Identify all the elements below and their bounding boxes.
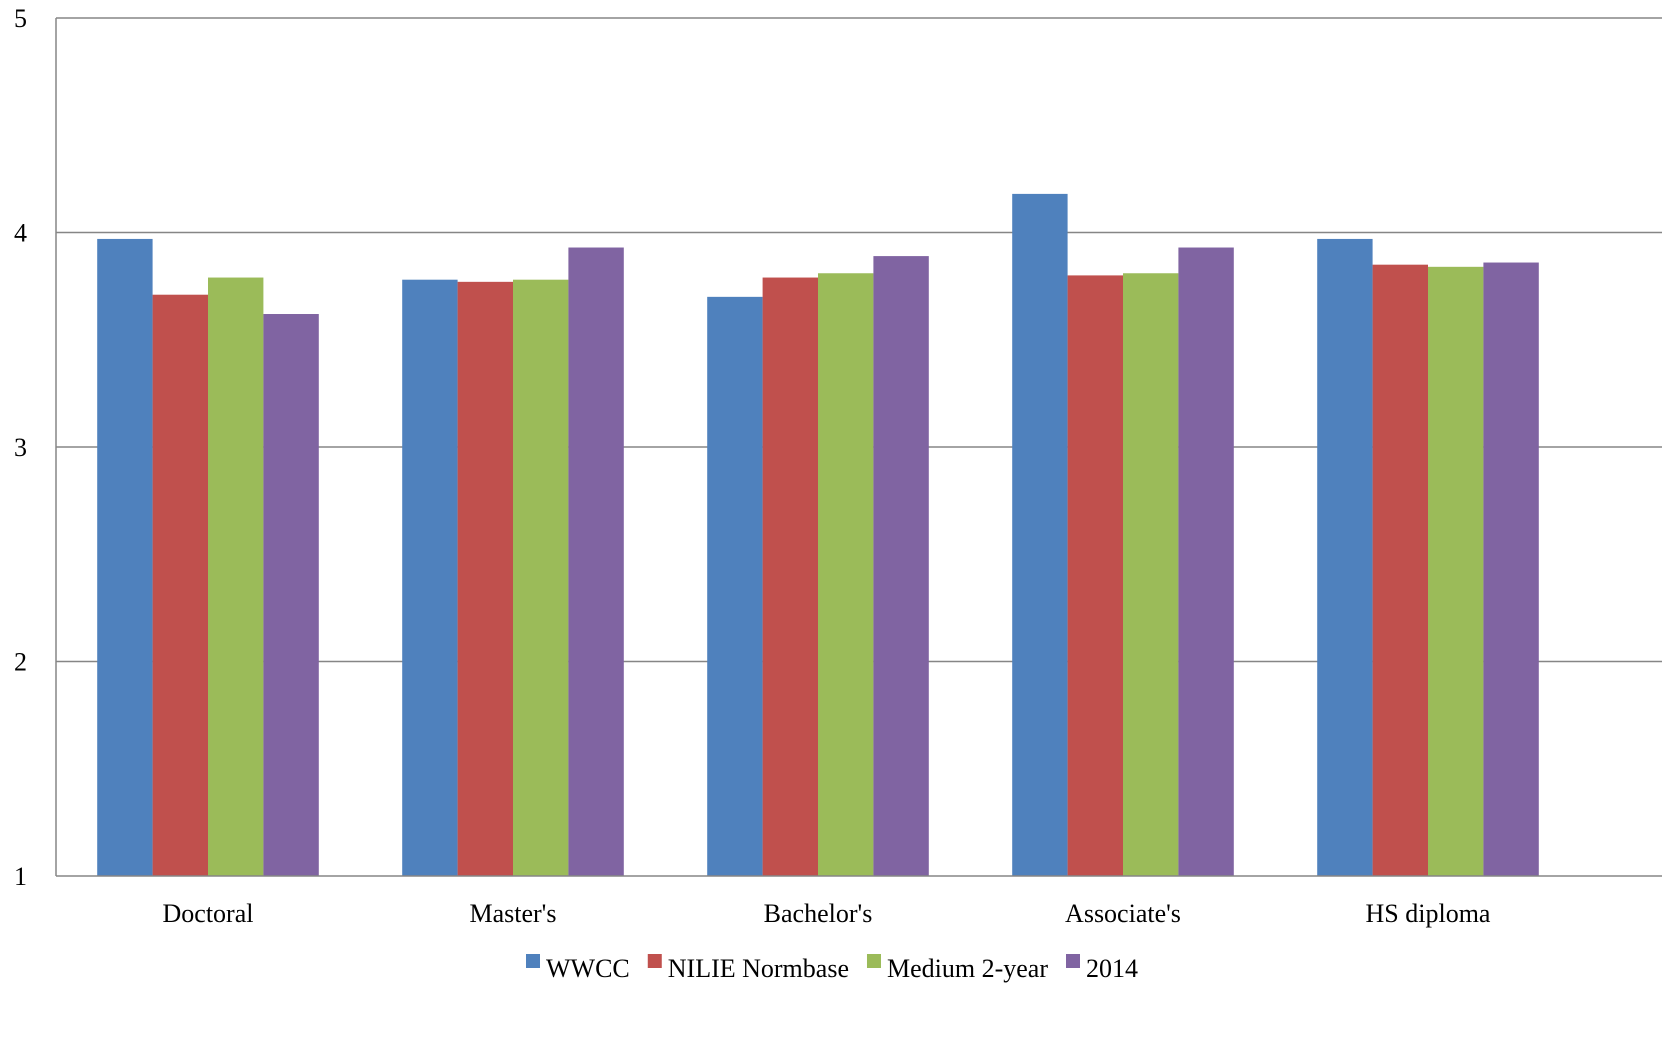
legend-label: NILIE Normbase	[668, 954, 849, 983]
bar-nilie-normbase	[1067, 275, 1123, 876]
legend-label: Medium 2-year	[887, 954, 1048, 983]
bar-2014	[568, 247, 624, 876]
legend-label: WWCC	[546, 954, 630, 983]
legend-swatch	[647, 954, 662, 968]
y-tick-label: 1	[14, 862, 27, 891]
x-axis-ticks: Doctoral Master's Bachelor's Associate's HS …	[163, 899, 1491, 928]
bar-2014	[263, 314, 319, 876]
bar-wwcc	[97, 238, 153, 876]
legend-swatch	[526, 954, 540, 968]
bar-2014	[873, 256, 929, 877]
bar-medium-2-year	[208, 277, 264, 876]
bar-nilie-normbase	[152, 294, 208, 877]
legend-swatch	[866, 954, 881, 968]
x-tick-label: HS diploma	[1366, 899, 1491, 928]
bar-2014	[1178, 247, 1234, 876]
y-tick-label: 4	[14, 219, 27, 248]
bar-nilie-normbase	[762, 277, 818, 876]
x-tick-label: Associate's	[1065, 899, 1181, 928]
legend-swatch	[1066, 954, 1080, 968]
bar-wwcc	[402, 279, 458, 876]
x-tick-label: Bachelor's	[764, 899, 873, 928]
bar-medium-2-year	[1428, 266, 1484, 876]
bar-nilie-normbase	[457, 281, 513, 877]
axes	[55, 18, 1662, 877]
bar-nilie-normbase	[1372, 264, 1428, 876]
x-tick-label: Master's	[469, 899, 556, 928]
legend: WWCC NILIE Normbase Medium 2-year 2014	[526, 954, 1138, 983]
bar-wwcc	[1012, 193, 1068, 876]
y-tick-label: 3	[14, 433, 27, 462]
legend-label: 2014	[1086, 954, 1138, 983]
y-axis-ticks: 1 2 3 4 5	[14, 4, 27, 891]
bar-wwcc	[1317, 238, 1373, 876]
bar-medium-2-year	[1123, 273, 1179, 876]
y-tick-label: 5	[14, 4, 27, 33]
y-tick-label: 2	[14, 648, 27, 677]
bar-2014	[1483, 262, 1539, 876]
bars	[97, 193, 1539, 877]
bar-medium-2-year	[513, 279, 569, 876]
x-tick-label: Doctoral	[163, 899, 254, 928]
bar-wwcc	[707, 296, 763, 877]
bar-medium-2-year	[818, 273, 874, 876]
